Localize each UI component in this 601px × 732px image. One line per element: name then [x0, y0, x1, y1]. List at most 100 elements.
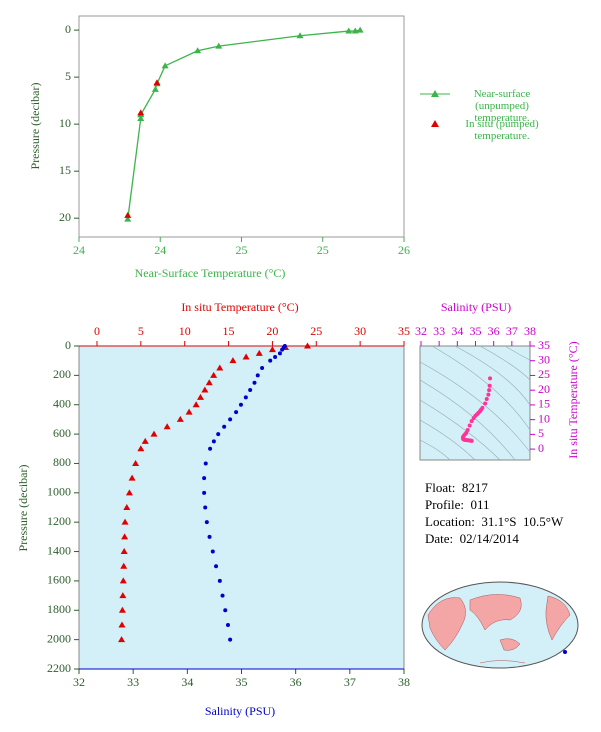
marker — [119, 592, 127, 599]
marker — [356, 26, 364, 33]
tick-label: 38 — [398, 675, 410, 689]
marker — [268, 358, 273, 363]
marker — [120, 548, 128, 555]
tick-label: 1200 — [47, 514, 71, 528]
marker — [176, 415, 184, 422]
marker — [277, 351, 282, 356]
tick-label: 15 — [59, 163, 71, 177]
marker — [203, 505, 208, 510]
tick-label: 30 — [354, 324, 366, 338]
marker — [124, 211, 132, 218]
x2-axis-title: In situ Temperature (°C) — [181, 300, 298, 314]
tick-label: 37 — [344, 675, 356, 689]
marker — [202, 476, 207, 481]
marker — [469, 419, 474, 424]
tick-label: 26 — [398, 243, 410, 257]
tick-label: 10 — [179, 324, 191, 338]
marker — [471, 416, 476, 421]
marker — [202, 490, 207, 495]
tick-label: 37 — [506, 324, 518, 338]
y-axis-title: Pressure (decibar) — [16, 465, 30, 552]
marker — [243, 395, 248, 400]
marker — [153, 79, 161, 86]
tick-label: 2000 — [47, 631, 71, 645]
marker — [121, 518, 129, 525]
y-axis-title: Pressure (decibar) — [28, 83, 42, 170]
tick-label: 15 — [538, 397, 550, 411]
tick-label: 33 — [127, 675, 139, 689]
marker — [216, 364, 224, 371]
marker — [121, 533, 129, 540]
main-frame — [78, 345, 405, 670]
marker — [194, 47, 202, 54]
tick-label: 1600 — [47, 573, 71, 587]
marker — [234, 410, 239, 415]
tick-label: 400 — [53, 396, 71, 410]
marker — [201, 386, 209, 393]
tick-label: 0 — [538, 441, 544, 455]
tick-label: 1400 — [47, 543, 71, 557]
marker — [137, 109, 145, 116]
tick-label: 25 — [310, 324, 322, 338]
tick-label: 36 — [488, 324, 500, 338]
marker — [123, 504, 131, 510]
marker — [220, 593, 225, 598]
legend-icon — [418, 118, 452, 130]
marker — [469, 438, 474, 443]
marker — [203, 461, 208, 466]
marker — [120, 562, 128, 569]
marker — [260, 366, 265, 371]
tick-label: 1800 — [47, 602, 71, 616]
x-axis-title: Salinity (PSU) — [205, 704, 275, 718]
marker — [207, 534, 212, 539]
tick-label: 200 — [53, 367, 71, 381]
tick-label: 34 — [451, 324, 463, 338]
tick-label: 32 — [73, 675, 85, 689]
info-line: Float: 8217 — [425, 480, 488, 495]
legend-icon — [418, 88, 452, 100]
marker — [222, 424, 227, 429]
marker — [196, 393, 204, 400]
legend-item: Near-surface (unpumped) temperature. — [418, 88, 558, 124]
marker — [204, 520, 209, 525]
tick-label: 36 — [290, 675, 302, 689]
info-line: Date: 02/14/2014 — [425, 531, 519, 546]
tick-label: 35 — [470, 324, 482, 338]
marker — [252, 380, 257, 385]
marker — [137, 115, 145, 122]
marker — [487, 383, 492, 388]
marker — [192, 401, 200, 408]
marker — [119, 577, 127, 584]
marker — [238, 402, 243, 407]
marker — [163, 423, 171, 430]
tick-label: 30 — [538, 352, 550, 366]
tick-label: 2200 — [47, 661, 71, 675]
tick-label: 24 — [73, 243, 85, 257]
tick-label: 800 — [53, 455, 71, 469]
tick-label: 25 — [236, 243, 248, 257]
tick-label: 5 — [65, 69, 71, 83]
marker — [118, 636, 126, 643]
marker — [351, 27, 359, 34]
marker — [185, 408, 193, 415]
tick-label: 38 — [524, 324, 536, 338]
legend-item: In situ (pumped) temperature. — [418, 118, 558, 142]
tick-label: 35 — [236, 675, 248, 689]
tick-label: 25 — [538, 367, 550, 381]
tick-label: 20 — [266, 324, 278, 338]
marker — [151, 85, 159, 92]
tick-label: 0 — [65, 22, 71, 36]
marker — [125, 489, 133, 496]
marker — [255, 373, 260, 378]
marker — [141, 437, 149, 444]
marker — [150, 430, 158, 437]
marker — [248, 388, 253, 393]
marker — [216, 432, 221, 437]
marker — [229, 357, 237, 364]
marker — [124, 215, 132, 222]
marker — [205, 379, 213, 386]
marker — [225, 622, 230, 627]
tick-label: 20 — [538, 382, 550, 396]
